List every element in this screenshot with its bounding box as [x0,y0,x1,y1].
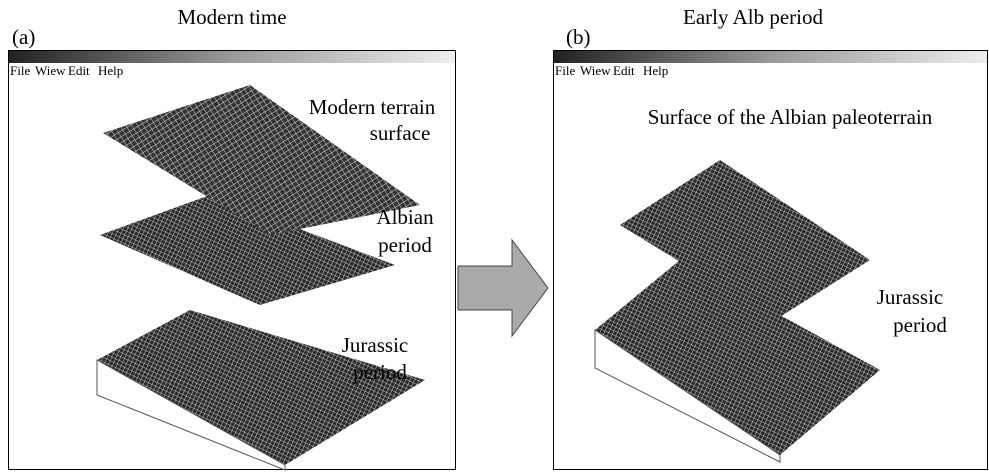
annotation: period [353,360,407,384]
annotation: Surface of the Albian paleoterrain [648,105,933,129]
menu-item[interactable]: Edit [613,63,635,78]
annotation: period [893,313,947,337]
panel-label: (b) [566,25,591,49]
menu-item[interactable]: Help [643,63,668,78]
title-bar [554,51,987,63]
menu-item[interactable]: File [555,63,575,78]
arrow [458,240,548,336]
menu-item[interactable]: Wiew [580,63,611,78]
figure: (a) Modern time File Wiew Edit Help Mode… [0,0,989,475]
panel-title: Early Alb period [683,5,823,29]
menu-item[interactable]: Wiew [35,63,66,78]
annotation: Jurassic [342,333,409,357]
annotation: period [378,233,432,257]
menu-item[interactable]: Help [98,63,123,78]
panel-label: (a) [12,25,35,49]
panel-title: Modern time [177,5,286,29]
annotation: surface [370,121,431,145]
menu-item[interactable]: Edit [68,63,90,78]
annotation: Modern terrain [309,95,436,119]
annotation: Jurassic [877,285,944,309]
panel-b: (b) Early Alb period File Wiew Edit Help… [554,5,988,470]
menu-item[interactable]: File [10,63,30,78]
annotation: Albian [376,205,434,229]
title-bar [9,51,455,63]
panel-a: (a) Modern time File Wiew Edit Help Mode… [9,5,456,470]
